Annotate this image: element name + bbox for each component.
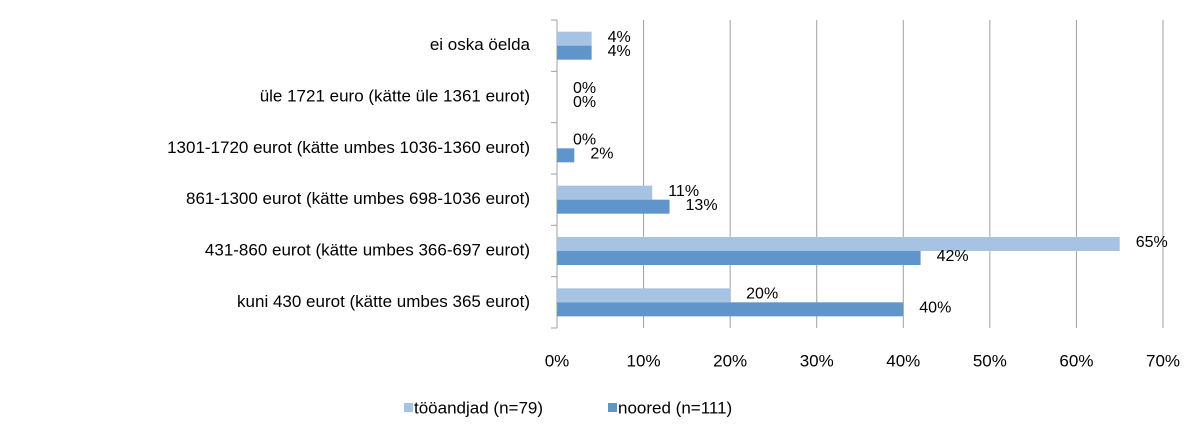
x-tick-label: 40% xyxy=(886,351,920,370)
x-tick-label: 10% xyxy=(627,351,661,370)
x-tick-label: 20% xyxy=(713,351,747,370)
legend-label: tööandjad (n=79) xyxy=(414,398,543,417)
x-tick-label: 70% xyxy=(1146,351,1180,370)
value-label: 20% xyxy=(746,286,778,303)
bar xyxy=(557,302,904,317)
value-label: 4% xyxy=(608,43,631,60)
x-tick-label: 0% xyxy=(545,351,570,370)
category-label: 861-1300 eurot (kätte umbes 698-1036 eur… xyxy=(186,189,530,208)
bar xyxy=(557,31,592,46)
value-label: 4% xyxy=(608,29,631,46)
value-label: 0% xyxy=(573,94,596,111)
legend-swatch xyxy=(404,403,413,412)
x-tick-label: 30% xyxy=(800,351,834,370)
legend-label: noored (n=111) xyxy=(618,398,732,417)
value-label: 2% xyxy=(590,146,613,163)
category-label: kuni 430 eurot (kätte umbes 365 eurot) xyxy=(237,292,530,311)
bar xyxy=(557,45,592,60)
bar xyxy=(557,237,1120,251)
bar xyxy=(557,288,731,303)
category-label: üle 1721 euro (kätte üle 1361 eurot) xyxy=(260,86,530,105)
category-label: 1301-1720 eurot (kätte umbes 1036-1360 e… xyxy=(167,138,530,157)
bar xyxy=(557,199,670,214)
value-label: 13% xyxy=(686,197,718,214)
value-label: 0% xyxy=(573,132,596,149)
category-label: 431-860 eurot (kätte umbes 366-697 eurot… xyxy=(205,240,530,259)
value-label: 0% xyxy=(573,80,596,97)
value-label: 40% xyxy=(919,300,951,317)
bar xyxy=(557,185,653,200)
value-label: 42% xyxy=(937,248,969,265)
value-label: 65% xyxy=(1136,234,1168,251)
legend-swatch xyxy=(608,403,617,412)
x-tick-label: 60% xyxy=(1059,351,1093,370)
bar xyxy=(557,251,921,265)
category-label: ei oska öelda xyxy=(430,35,531,54)
bar xyxy=(557,148,575,163)
x-tick-label: 50% xyxy=(973,351,1007,370)
value-label: 11% xyxy=(668,183,699,200)
